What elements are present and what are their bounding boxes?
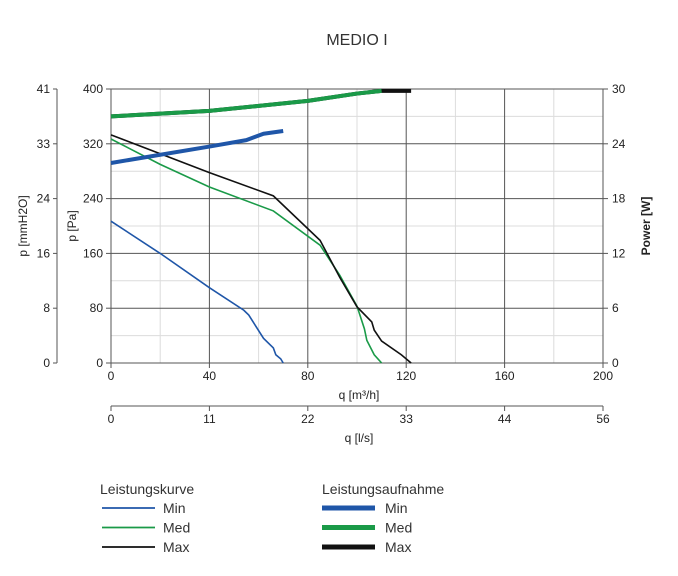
x2-tick-label: 22	[301, 412, 315, 426]
legend-label-max: Max	[385, 539, 411, 555]
x2-tick-label: 44	[498, 412, 512, 426]
y-right-tick-label: 30	[612, 82, 626, 96]
y-axis-label: p [Pa]	[65, 210, 79, 241]
pressure-line-max	[110, 134, 412, 364]
x2-axis-label: q [l/s]	[345, 431, 374, 445]
y-left2-tick-label: 33	[37, 137, 51, 151]
legend-label-min: Min	[163, 500, 186, 516]
x-tick-label: 40	[203, 369, 217, 383]
pressure-line-min	[110, 220, 284, 364]
pressure-line-med	[110, 138, 383, 364]
y-left2-tick-label: 16	[37, 246, 51, 260]
legend-title: Leistungsaufnahme	[322, 481, 444, 497]
y-tick-label: 160	[83, 246, 103, 260]
legend-label-min: Min	[385, 500, 408, 516]
x-tick-label: 0	[108, 369, 115, 383]
legend-label-med: Med	[163, 520, 190, 536]
y-right-tick-label: 0	[612, 356, 619, 370]
y-tick-label: 240	[83, 192, 103, 206]
y-right-axis-label: Power [W]	[639, 197, 653, 256]
series	[110, 88, 412, 364]
power-line-min	[110, 129, 284, 165]
x-tick-label: 120	[396, 369, 416, 383]
y-left2-tick-label: 8	[43, 301, 50, 315]
x2-tick-label: 0	[108, 412, 115, 426]
y-right-tick-label: 24	[612, 137, 626, 151]
power-line-med	[110, 88, 382, 119]
y-tick-label: 320	[83, 137, 103, 151]
x2-tick-label: 33	[400, 412, 414, 426]
y-left2-tick-label: 24	[37, 192, 51, 206]
y-right-tick-label: 12	[612, 246, 626, 260]
y-tick-label: 80	[90, 301, 104, 315]
legend-label-med: Med	[385, 520, 412, 536]
legend: Leistungskurve Min Med Max Leistungsaufnahme…	[100, 481, 444, 555]
x-tick-label: 200	[593, 369, 613, 383]
x-tick-label: 80	[301, 369, 315, 383]
y-right-tick-label: 6	[612, 301, 619, 315]
y-left2-axis-label: p [mmH2O]	[16, 195, 30, 256]
chart-title: MEDIO I	[326, 32, 387, 49]
x-axis-label: q [m³/h]	[339, 388, 380, 402]
grid	[110, 88, 604, 364]
y-tick-label: 0	[96, 356, 103, 370]
y-right-tick-label: 18	[612, 192, 626, 206]
y-left2-tick-label: 41	[37, 82, 51, 96]
legend-title: Leistungskurve	[100, 481, 194, 497]
x2-tick-label: 11	[203, 412, 216, 426]
x-tick-label: 160	[495, 369, 515, 383]
y-left2-tick-label: 0	[43, 356, 50, 370]
x2-tick-label: 56	[596, 412, 610, 426]
y-tick-label: 400	[83, 82, 103, 96]
legend-label-max: Max	[163, 539, 189, 555]
